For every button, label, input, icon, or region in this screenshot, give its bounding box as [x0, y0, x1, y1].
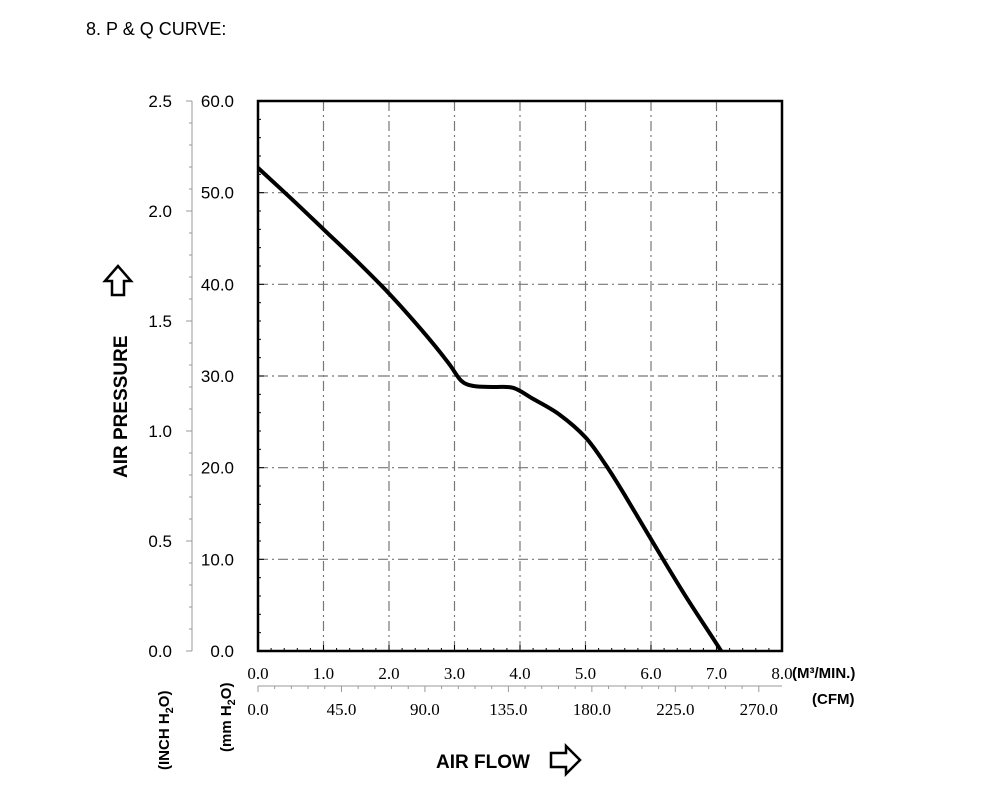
y-axes: 0.0 0.5 1.0 1.5 2.0 2.5 0.0 10.0 20.0 30.0 40.0 50.…	[148, 92, 234, 661]
page-heading: 8. P & Q CURVE:	[86, 19, 227, 39]
series-layer	[258, 165, 724, 651]
x-tick-label-m3min: 7.0	[706, 664, 727, 683]
axis-titles: (M³/MIN.) (CFM) AIR FLOW AIR PRESSURE (INCH …	[102, 264, 855, 778]
pq-curve-line	[258, 165, 724, 651]
inch-tick-label: 1.0	[148, 422, 172, 441]
x-tick-label-m3min: 4.0	[509, 664, 530, 683]
x-axes: 0.0 1.0 2.0 3.0 4.0 5.0 6.0 7.0 8.0 0.0 45.0 90.0 13…	[247, 664, 792, 719]
x-tick-label-cfm: 0.0	[247, 700, 268, 719]
x-tick-label-cfm: 135.0	[489, 700, 527, 719]
x-tick-label-m3min: 3.0	[444, 664, 465, 683]
mm-tick-label: 50.0	[201, 184, 234, 203]
inch-tick-label: 0.5	[148, 532, 172, 551]
inch-tick-label: 2.5	[148, 92, 172, 111]
x-tick-label-m3min: 8.0	[771, 664, 792, 683]
mm-tick-label: 20.0	[201, 459, 234, 478]
mm-tick-label: 60.0	[201, 92, 234, 111]
x-tick-label-cfm: 225.0	[656, 700, 694, 719]
inch-tick-label: 0.0	[148, 642, 172, 661]
x-unit-secondary: (CFM)	[812, 691, 854, 708]
y-axis-title: AIR PRESSURE	[111, 335, 132, 478]
right-arrow-icon	[549, 742, 582, 778]
up-arrow-icon	[102, 264, 134, 297]
x-tick-label-cfm: 270.0	[740, 700, 778, 719]
x-axis-title: AIR FLOW	[436, 752, 530, 773]
x-tick-label-m3min: 0.0	[247, 664, 268, 683]
plot-frame	[256, 99, 784, 653]
mm-tick-label: 30.0	[201, 367, 234, 386]
x-tick-label-m3min: 6.0	[640, 664, 661, 683]
mm-tick-label: 10.0	[201, 550, 234, 569]
y-unit-mm: (mm H2O)	[218, 683, 238, 752]
x-tick-label-cfm: 90.0	[410, 700, 440, 719]
inch-tick-label: 2.0	[148, 202, 172, 221]
x-tick-label-cfm: 180.0	[573, 700, 611, 719]
y-unit-inch: (INCH H2O)	[156, 691, 176, 770]
x-tick-label-m3min: 5.0	[575, 664, 596, 683]
x-tick-label-m3min: 1.0	[313, 664, 334, 683]
mm-tick-label: 0.0	[210, 642, 234, 661]
x-tick-label-m3min: 2.0	[378, 664, 399, 683]
x-tick-label-cfm: 45.0	[327, 700, 357, 719]
inch-tick-label: 1.5	[148, 312, 172, 331]
mm-tick-label: 40.0	[201, 275, 234, 294]
grid-lines	[258, 101, 782, 651]
x-unit-primary: (M³/MIN.)	[792, 665, 855, 682]
